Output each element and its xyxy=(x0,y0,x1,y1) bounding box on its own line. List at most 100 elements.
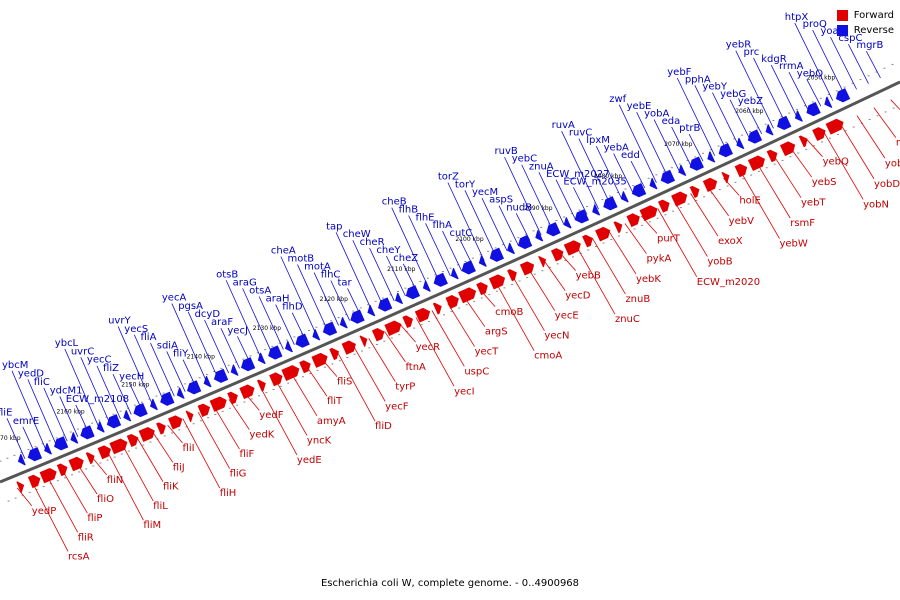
forward-gene-arrow xyxy=(734,163,748,178)
reverse-gene-arrow xyxy=(150,398,158,411)
label-leader-line xyxy=(313,272,339,326)
scale-dot xyxy=(221,410,224,412)
scale-dot xyxy=(227,364,230,366)
label-leader-line xyxy=(61,469,88,514)
label-leader-line xyxy=(739,170,780,239)
scale-dot xyxy=(315,326,318,328)
label-leader-line xyxy=(676,77,716,156)
scale-dot xyxy=(352,310,355,312)
forward-gene-arrow xyxy=(689,185,700,199)
label-leader-line xyxy=(794,22,834,101)
scale-dot xyxy=(135,447,138,449)
reverse-gene-label: yebE xyxy=(627,101,652,112)
scale-dot xyxy=(178,429,181,431)
reverse-gene-arrow xyxy=(378,297,393,312)
label-leader-line xyxy=(352,240,384,307)
label-leader-line xyxy=(538,172,565,226)
scale-dot xyxy=(587,249,590,251)
scale-dot xyxy=(618,235,621,237)
forward-gene-arrow xyxy=(613,221,623,234)
scale-dot xyxy=(479,254,482,256)
label-leader-line xyxy=(391,207,429,287)
scale-dot xyxy=(819,97,822,99)
label-leader-line xyxy=(46,475,79,533)
reverse-gene-label: yecH xyxy=(119,372,144,383)
forward-gene-arrow xyxy=(626,213,640,228)
label-leader-line xyxy=(511,274,545,331)
scale-dot xyxy=(695,199,698,201)
scale-dot xyxy=(49,483,52,485)
scale-dot xyxy=(162,392,165,394)
scale-dot xyxy=(300,333,303,335)
scale-dot xyxy=(127,450,130,452)
reverse-gene-label: motA xyxy=(304,262,331,273)
label-leader-line xyxy=(335,232,373,311)
scale-dot xyxy=(526,277,529,279)
scale-dot xyxy=(243,401,246,403)
forward-gene-arrow xyxy=(432,302,442,315)
scale-dot xyxy=(142,444,145,446)
label-leader-line xyxy=(425,223,451,277)
reverse-gene-label: ECW_m2108 xyxy=(66,394,129,405)
scale-dot xyxy=(205,374,208,376)
label-leader-line xyxy=(595,145,623,199)
scale-dot xyxy=(891,63,894,65)
label-leader-line xyxy=(297,264,328,331)
forward-gene-label: yebV xyxy=(729,216,754,227)
scale-dot xyxy=(458,307,461,309)
reverse-gene-arrow xyxy=(80,425,95,440)
reverse-gene-label: pgsA xyxy=(178,301,203,312)
label-leader-line xyxy=(259,385,298,456)
label-leader-line xyxy=(495,281,535,351)
reverse-gene-label: znuA xyxy=(529,161,554,172)
label-leader-line xyxy=(521,164,554,231)
label-leader-line xyxy=(352,345,386,402)
forward-gene-label: yecI xyxy=(454,386,475,397)
scale-dot xyxy=(764,123,767,125)
forward-swatch xyxy=(836,10,848,21)
label-leader-line xyxy=(27,379,57,446)
scale-dot xyxy=(524,233,527,235)
label-leader-line xyxy=(578,138,611,205)
label-leader-line xyxy=(673,200,708,257)
scale-dot xyxy=(324,366,327,368)
reverse-gene-arrow xyxy=(160,391,175,406)
forward-gene-label: fliL xyxy=(153,501,168,512)
forward-gene-arrow xyxy=(384,320,402,336)
forward-gene-arrow xyxy=(371,328,385,342)
reverse-gene-label: fliC xyxy=(34,377,50,388)
reverse-gene-arrow xyxy=(678,164,687,176)
scale-dot xyxy=(0,460,2,462)
scale-dot xyxy=(480,297,483,299)
label-leader-line xyxy=(330,280,351,321)
forward-gene-arrow xyxy=(798,135,808,148)
reverse-gene-arrow xyxy=(322,321,338,336)
scale-dot xyxy=(633,228,636,230)
forward-gene-label: exoX xyxy=(718,236,743,247)
reverse-swatch xyxy=(836,25,848,36)
scale-dot xyxy=(220,367,223,369)
scale-dot xyxy=(450,310,453,312)
label-leader-line xyxy=(690,193,719,237)
forward-gene-label: yobD xyxy=(874,179,900,190)
reverse-gene-label: lpxM xyxy=(586,135,610,146)
reverse-gene-label: tar xyxy=(338,277,353,288)
label-leader-line xyxy=(321,358,338,377)
label-leader-line xyxy=(618,104,657,183)
reverse-gene-label: cheB xyxy=(382,197,407,208)
scale-dot xyxy=(389,294,392,296)
label-leader-line xyxy=(197,412,230,469)
label-leader-line xyxy=(830,36,857,90)
scale-dot xyxy=(518,280,521,282)
scale-dot xyxy=(71,474,74,476)
scale-dot xyxy=(368,347,371,349)
label-leader-line xyxy=(75,404,89,433)
reverse-gene-label: dcyD xyxy=(195,309,221,320)
reverse-gene-label: ruvA xyxy=(552,120,575,131)
scale-dot xyxy=(426,277,429,279)
reverse-gene-arrow xyxy=(689,156,704,171)
scale-dot xyxy=(494,247,497,249)
forward-gene-arrow xyxy=(126,433,139,447)
tick-label: 2110 kbp xyxy=(387,266,415,273)
forward-gene-arrow xyxy=(359,335,368,347)
